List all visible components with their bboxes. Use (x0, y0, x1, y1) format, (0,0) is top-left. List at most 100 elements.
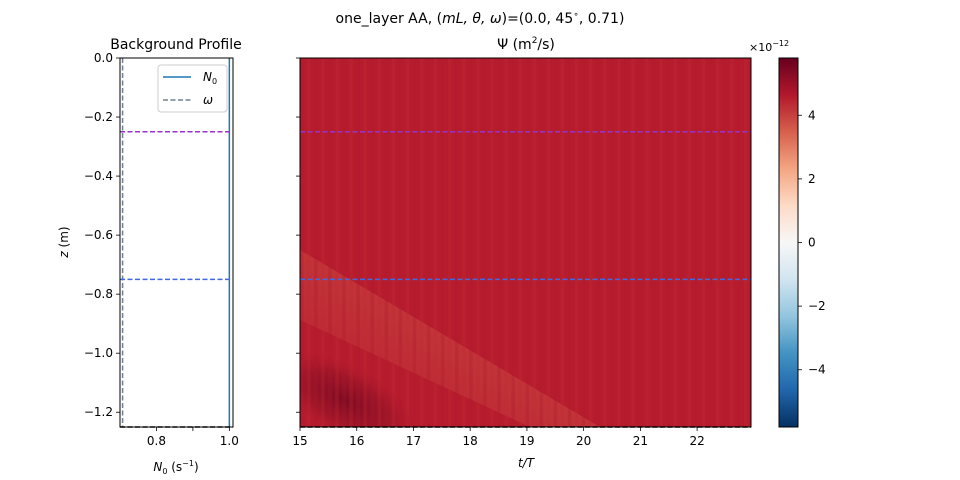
profile-ytick-label: −0.6 (84, 228, 113, 242)
heatmap-field (300, 58, 751, 427)
heatmap-stripe (405, 58, 410, 427)
heatmap-stripe (736, 58, 741, 427)
heatmap-xtick-label: 18 (463, 434, 478, 448)
heatmap-stripe (342, 58, 346, 427)
profile-ytick-label: −0.8 (84, 287, 113, 301)
heatmap-stripe (574, 58, 579, 427)
heatmap-stripe (652, 58, 656, 427)
heatmap-xtick-label: 22 (689, 434, 704, 448)
heatmap-stripe (610, 58, 614, 427)
heatmap-stripe (384, 58, 389, 427)
heatmap-stripe (447, 58, 452, 427)
heatmap-stripe (469, 58, 473, 427)
heatmap-stripe (743, 58, 748, 427)
heatmap-stripe (687, 58, 692, 427)
colorbar-gradient (779, 58, 798, 427)
heatmap-axes-frame (299, 57, 752, 428)
colorbar-tick-label: 4 (808, 108, 816, 122)
heatmap-stripe (490, 58, 494, 427)
heatmap-stripe (426, 58, 431, 427)
colorbar-tick-label: −4 (808, 363, 826, 377)
heatmap-stripe (645, 58, 649, 427)
colorbar-multiplier: ×10−12 (749, 39, 789, 54)
heatmap-stripe (708, 58, 713, 427)
psi-heatmap-panel: Ψ (m2/s) 15 16 17 18 19 20 21 22 t/T (292, 36, 752, 470)
heatmap-stripe (370, 58, 374, 427)
heatmap-stripe (321, 58, 325, 427)
heatmap-stripe (546, 58, 551, 427)
figure-suptitle: one_layer AA, (mL, θ, ω)=(0.0, 45∘, 0.71… (336, 10, 625, 27)
heatmap-xlabel: t/T (518, 456, 536, 470)
heatmap-background (300, 58, 751, 427)
profile-ytick-label: −0.2 (84, 110, 113, 124)
heatmap-xtick-label: 16 (349, 434, 364, 448)
heatmap-stripe (631, 58, 635, 427)
heatmap-stripe (511, 58, 515, 427)
colorbar-tick-label: −2 (808, 299, 826, 313)
heatmap-light-band (300, 250, 600, 427)
heatmap-stripe (680, 58, 685, 427)
heatmap-xtick-label: 19 (519, 434, 534, 448)
profile-ytick-label: −1.0 (84, 346, 113, 360)
colorbar: 4 2 0 −2 −4 ×10−12 (749, 39, 826, 428)
profile-title: Background Profile (110, 37, 242, 53)
heatmap-stripe (363, 58, 367, 427)
heatmap-xtick-label: 20 (576, 434, 591, 448)
heatmap-stripe (729, 58, 734, 427)
profile-axes-frame (119, 57, 234, 428)
heatmap-stripe (328, 58, 332, 427)
profile-xtick-label: 0.8 (147, 434, 166, 448)
heatmap-stripe (567, 58, 572, 427)
heatmap-stripe (483, 58, 487, 427)
profile-ytick-label: 0.0 (94, 51, 113, 65)
heatmap-stripe (617, 58, 621, 427)
heatmap-stripe (673, 58, 677, 427)
heatmap-stripe (419, 58, 424, 427)
profile-xtick-label: 1.0 (220, 434, 239, 448)
profile-ytick-label: −1.2 (84, 405, 113, 419)
heatmap-stripe (412, 58, 417, 427)
heatmap-stripe (638, 58, 642, 427)
heatmap-stripe (497, 58, 501, 427)
heatmap-peak-region (300, 350, 418, 427)
heatmap-stripe (525, 58, 530, 427)
heatmap-stripe (398, 58, 403, 427)
profile-ytick-label: −0.4 (84, 169, 113, 183)
heatmap-stripe (476, 58, 480, 427)
background-profile-panel: Background Profile 0.8 1.0 0.0 −0.2 −0.4 −0.6… (57, 37, 242, 476)
legend-n0-label: N0 (203, 70, 217, 86)
heatmap-stripe (666, 58, 670, 427)
heatmap-stripe (588, 58, 593, 427)
heatmap-stripe (701, 58, 706, 427)
heatmap-stripe (391, 58, 396, 427)
heatmap-stripe (356, 58, 360, 427)
heatmap-stripe (349, 58, 353, 427)
heatmap-stripe (624, 58, 628, 427)
heatmap-stripe (300, 58, 304, 427)
heatmap-stripe (539, 58, 544, 427)
heatmap-stripe (603, 58, 607, 427)
heatmap-stripe (532, 58, 537, 427)
heatmap-stripe (504, 58, 508, 427)
heatmap-stripe (440, 58, 445, 427)
heatmap-stripe (377, 58, 382, 427)
heatmap-stripe (462, 58, 466, 427)
heatmap-stripe (335, 58, 339, 427)
heatmap-xtick-label: 15 (292, 434, 307, 448)
heatmap-stripe (433, 58, 438, 427)
heatmap-stripe (553, 58, 558, 427)
heatmap-xtick-label: 21 (633, 434, 648, 448)
heatmap-stripe (694, 58, 699, 427)
heatmap-stripe (518, 58, 522, 427)
heatmap-stripe (581, 58, 586, 427)
heatmap-stripe (659, 58, 663, 427)
profile-xlabel: N0 (s−1) (153, 459, 198, 476)
heatmap-stripe (595, 58, 600, 427)
heatmap-stripe (455, 58, 459, 427)
colorbar-tick-label: 0 (808, 236, 816, 250)
profile-ylabel: z (m) (57, 226, 71, 258)
colorbar-tick-label: 2 (808, 172, 816, 186)
legend-box (157, 64, 228, 113)
legend-omega-label: ω (203, 93, 213, 107)
